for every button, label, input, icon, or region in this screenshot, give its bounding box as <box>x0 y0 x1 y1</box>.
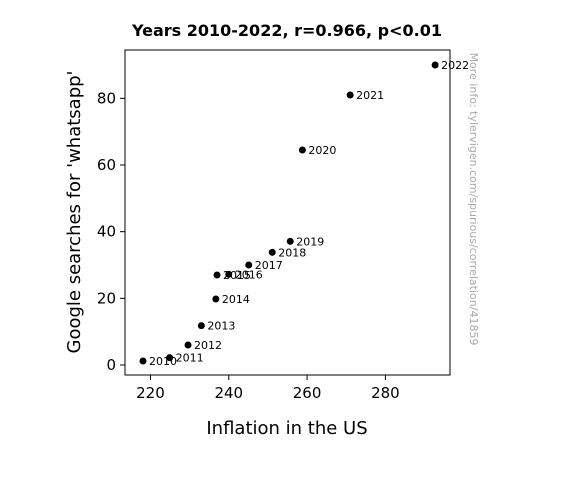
x-tick-label: 240 <box>214 384 243 402</box>
data-points <box>139 61 439 365</box>
data-point-label: 2017 <box>255 259 283 272</box>
data-point <box>245 261 253 269</box>
data-point <box>184 341 192 349</box>
data-point <box>298 146 306 154</box>
y-tick-label: 40 <box>97 223 116 241</box>
data-point-label: 2018 <box>278 246 306 259</box>
data-point-label: 2015 <box>223 269 251 282</box>
plot-area-frame <box>124 49 451 376</box>
data-point-label: 2021 <box>356 89 384 102</box>
data-point <box>431 61 439 69</box>
y-tick-label: 0 <box>106 356 116 374</box>
data-point <box>212 295 220 303</box>
data-point-label: 2019 <box>296 235 324 248</box>
axis-ticks: 220 240 260 280 0 20 40 60 80 <box>97 89 400 402</box>
data-point <box>213 271 221 279</box>
x-tick-label: 260 <box>293 384 322 402</box>
chart-title: Years 2010-2022, r=0.966, p<0.01 <box>131 21 442 40</box>
y-tick-label: 60 <box>97 156 116 174</box>
data-point-label: 2012 <box>194 339 222 352</box>
data-point-label: 2020 <box>308 144 336 157</box>
data-point-label: 2010 <box>149 355 177 368</box>
data-point-label: 2014 <box>222 293 250 306</box>
data-point-label: 2022 <box>441 59 469 72</box>
data-point <box>225 270 233 278</box>
x-tick-label: 280 <box>371 384 400 402</box>
x-tick-label: 220 <box>136 384 165 402</box>
data-point-label: 2013 <box>207 320 235 333</box>
data-point-label: 2011 <box>176 352 204 365</box>
data-point-label: 2016 <box>235 268 263 281</box>
y-tick-label: 80 <box>97 89 116 107</box>
data-point <box>139 357 147 365</box>
data-point <box>268 248 276 256</box>
data-point <box>166 354 174 362</box>
y-axis-label: Google searches for 'whatsapp' <box>64 70 85 353</box>
x-axis-label: Inflation in the US <box>206 418 367 439</box>
y-tick-label: 20 <box>97 289 116 307</box>
data-point <box>346 91 354 99</box>
watermark-text: More info: tylervigen.com/spurious/corre… <box>467 53 480 346</box>
data-point <box>286 237 294 245</box>
data-point <box>197 322 205 330</box>
